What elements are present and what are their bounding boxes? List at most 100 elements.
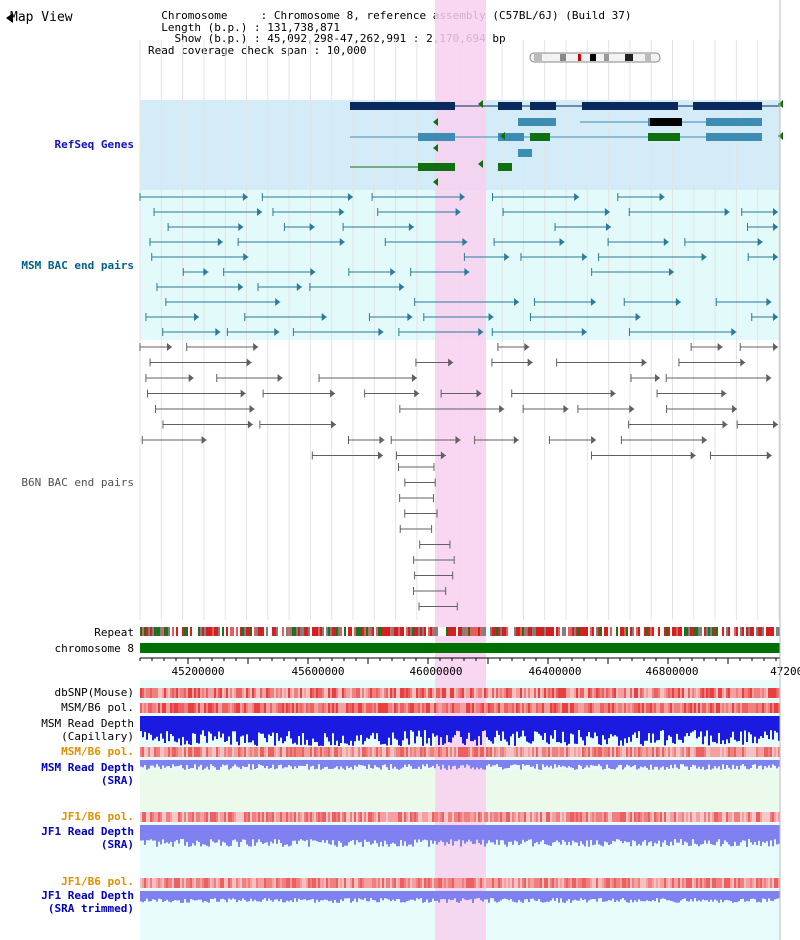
jf1-sra-depth-bar [314,825,316,841]
jf1-b6-pol-trim-heat-cell [234,878,236,888]
repeat-mark [166,627,168,636]
msm-b6-pol-heat-cell [256,703,258,713]
jf1-trim-depth-bar [574,891,576,900]
dbsnp-heat-cell [304,688,306,698]
repeat-mark [470,627,472,636]
repeat-mark [568,627,570,636]
msm-capillary-depth-bar [180,716,182,746]
jf1-trim-depth-bar [204,891,206,901]
track-label-msm-bac-end-pairs[interactable]: MSM BAC end pairs [21,259,134,272]
repeat-mark [270,627,272,636]
repeat-mark [656,627,658,636]
dbsnp-heat-cell [168,688,170,698]
dbsnp-heat-cell [772,688,774,698]
repeat-mark [604,627,606,636]
msm-b6-pol-sra-heat-cell [384,747,386,757]
jf1-b6-pol-heat-cell [310,812,312,822]
msm-sra-depth-bar [488,760,490,765]
track-label-refseq-genes[interactable]: RefSeq Genes [54,138,134,151]
repeat-mark [700,627,702,636]
jf1-b6-pol-trim-heat-cell [322,878,324,888]
jf1-trim-depth-bar [594,891,596,900]
msm-sra-depth-bar [226,760,228,765]
b6n-bac-pair-end-arrow [166,343,172,351]
jf1-b6-pol-heat-cell [200,812,202,822]
jf1-trim-depth-bar [682,891,684,900]
msm-b6-pol-sra-heat-cell [520,747,522,757]
msm-capillary-depth-bar [380,716,382,745]
jf1-b6-pol-trim-heat-cell [248,878,250,888]
jf1-b6-pol-trim-heat-cell [256,878,258,888]
msm-b6-pol-heat-cell [482,703,484,713]
repeat-mark [520,627,522,636]
jf1-sra-depth-bar [512,825,514,845]
msm-sra-depth-bar [186,760,188,766]
msm-b6-pol-sra-heat-cell [696,747,698,757]
msm-b6-pol-heat-cell [510,703,512,713]
jf1-sra-depth-bar [468,825,470,840]
msm-sra-depth-bar [394,760,396,767]
jf1-sra-depth-bar [642,825,644,842]
msm-sra-depth-bar [734,760,736,769]
repeat-mark [770,627,772,636]
dbsnp-heat-cell [514,688,516,698]
jf1-b6-pol-heat-cell [694,812,696,822]
msm-bac-pair-end-arrow [731,328,737,336]
dbsnp-heat-cell [612,688,614,698]
jf1-b6-pol-heat-cell [698,812,700,822]
msm-sra-depth-bar [602,760,604,770]
jf1-b6-pol-heat-cell [250,812,252,822]
jf1-trim-depth-bar [572,891,574,901]
jf1-b6-pol-trim-heat-cell [562,878,564,888]
jf1-sra-depth-bar [614,825,616,842]
msm-capillary-depth-bar [260,716,262,734]
repeat-mark [192,627,194,636]
jf1-trim-depth-bar [294,891,296,899]
jf1-sra-depth-bar [238,825,240,847]
jf1-b6-pol-heat-cell [754,812,756,822]
msm-b6-pol-heat-cell [748,703,750,713]
jf1-sra-depth-bar [550,825,552,846]
repeat-mark [378,627,380,636]
jf1-trim-depth-bar [694,891,696,899]
msm-capillary-depth-bar [656,716,658,741]
msm-b6-pol-sra-heat-cell [644,747,646,757]
jf1-sra-depth-bar [162,825,164,840]
msm-sra-line1: MSM Read Depth [41,761,134,774]
jf1-sra-depth-bar [706,825,708,844]
msm-bac-pair-end-arrow [309,223,315,231]
msm-capillary-depth-bar [702,716,704,745]
msm-b6-pol-sra-heat-cell [204,747,206,757]
msm-capillary-depth-bar [758,716,760,739]
msm-b6-pol-heat-cell [502,703,504,713]
msm-b6-pol-sra-heat-cell [398,747,400,757]
msm-sra-depth-bar [274,760,276,770]
msm-b6-pol-sra-heat-cell [572,747,574,757]
jf1-b6-pol-trim-heat-cell [198,878,200,888]
b6n-bac-pair-end-arrow [563,405,569,413]
jf1-b6-pol-heat-cell [506,812,508,822]
jf1-sra-depth-bar [516,825,518,842]
track-label-b6n-bac-end-pairs[interactable]: B6N BAC end pairs [21,476,134,489]
jf1-trim-depth-bar [352,891,354,902]
msm-capillary-depth-bar [506,716,508,742]
msm-b6-pol-heat-cell [620,703,622,713]
msm-b6-pol-sra-heat-cell [662,747,664,757]
msm-b6-pol-sra-heat-cell [480,747,482,757]
jf1-b6-pol-trim-heat-cell [184,878,186,888]
dbsnp-heat-cell [442,688,444,698]
msm-b6-pol-sra-heat-cell [504,747,506,757]
msm-sra-depth-bar [242,760,244,767]
jf1-sra-depth-bar [190,825,192,847]
jf1-sra-depth-bar [746,825,748,847]
msm-capillary-depth-bar [152,716,154,741]
jf1-b6-pol-heat-cell [486,812,488,822]
msm-b6-pol-sra-heat-cell [538,747,540,757]
collapse-arrow-icon[interactable] [6,13,13,23]
jf1-b6-pol-heat-cell [562,812,564,822]
jf1-trim-depth-bar [724,891,726,901]
repeat-mark [268,627,270,636]
msm-capillary-depth-bar [562,716,564,732]
msm-sra-depth-bar [728,760,730,768]
